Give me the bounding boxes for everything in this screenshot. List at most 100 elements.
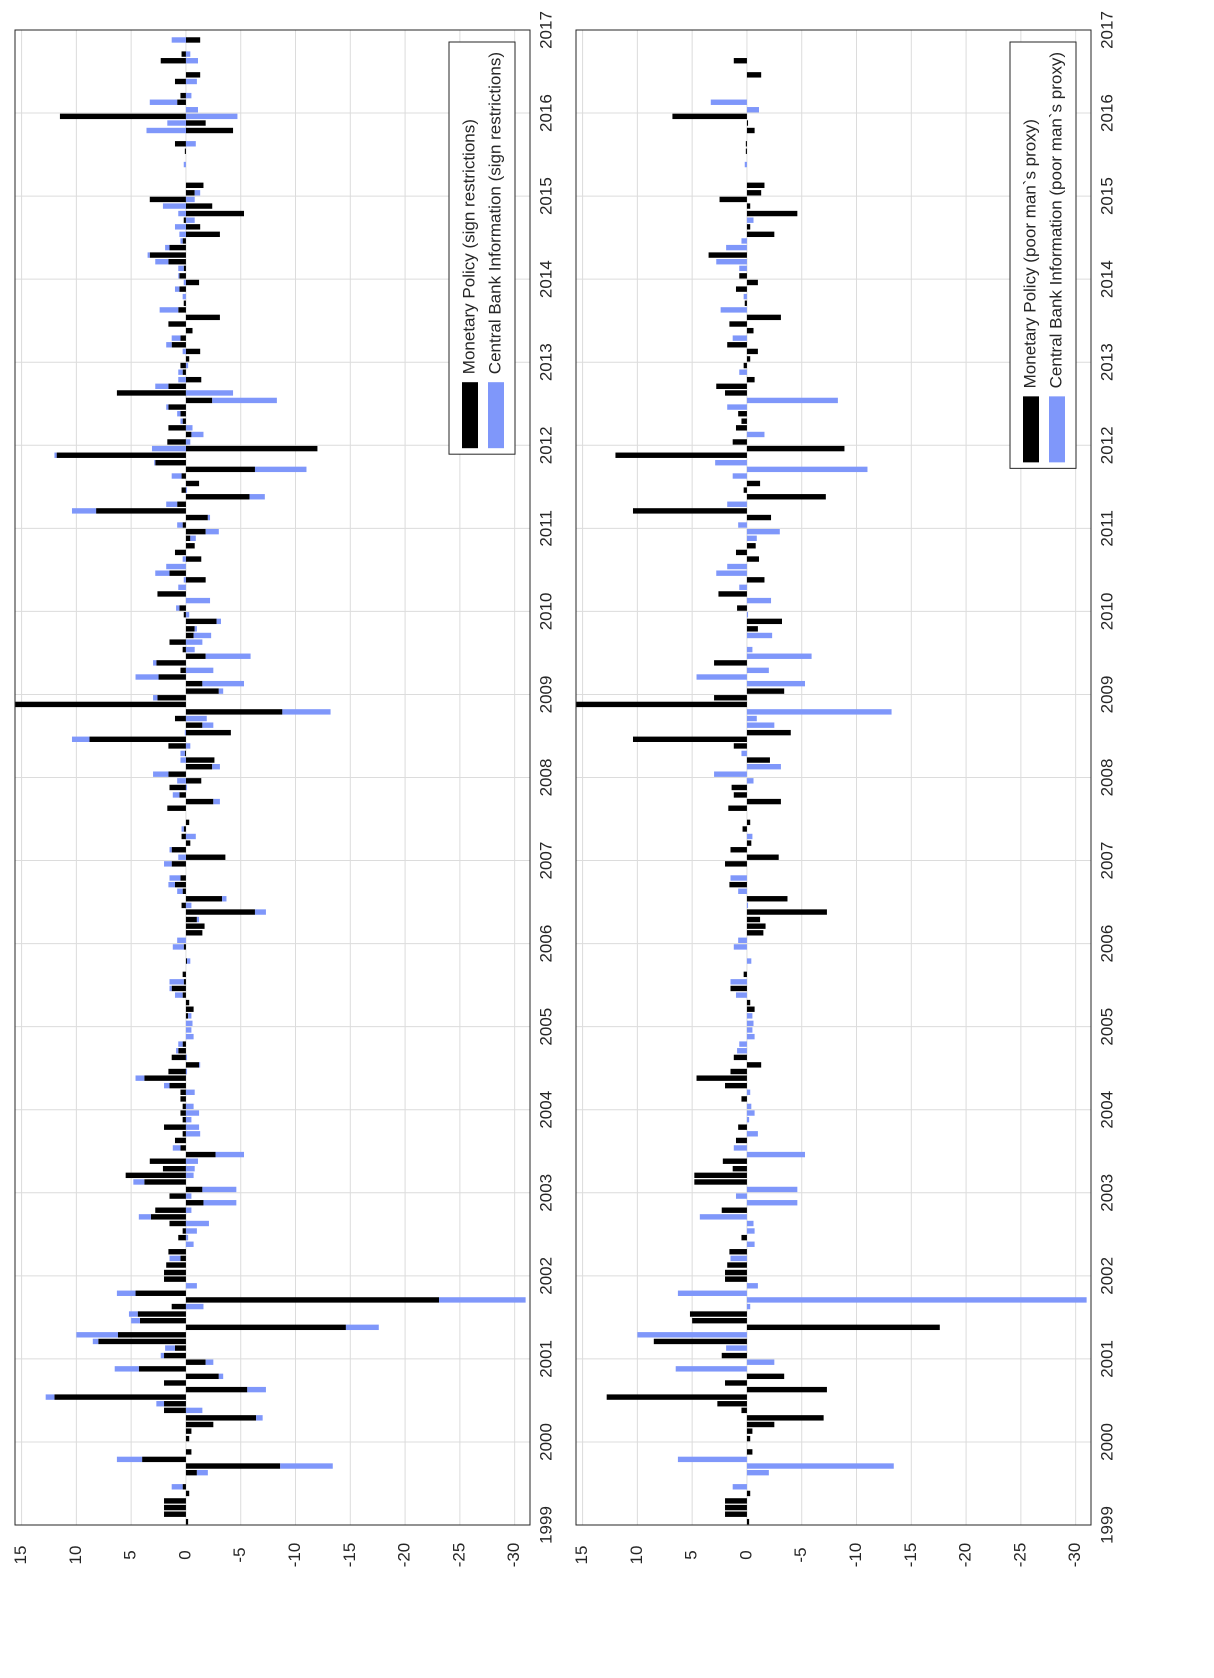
- bar: [183, 826, 186, 832]
- bar: [185, 653, 206, 659]
- bar: [746, 127, 755, 134]
- bar: [746, 688, 785, 694]
- bar: [576, 701, 747, 708]
- bar: [746, 1131, 758, 1137]
- bar: [178, 376, 186, 383]
- bar: [746, 916, 761, 923]
- bar: [746, 902, 749, 909]
- bar: [743, 487, 747, 493]
- bar: [179, 273, 186, 279]
- x-tick-label: 2013: [1097, 343, 1116, 381]
- bar: [180, 335, 186, 341]
- bar: [185, 113, 238, 120]
- bar: [180, 1110, 186, 1116]
- bar: [185, 632, 194, 639]
- bar: [746, 1200, 798, 1206]
- bar: [182, 646, 186, 653]
- bar: [746, 597, 772, 604]
- bar: [183, 944, 186, 950]
- bar: [727, 563, 747, 570]
- bar: [606, 1394, 747, 1400]
- bar: [746, 1220, 754, 1227]
- bar: [677, 1290, 747, 1296]
- bar: [746, 709, 892, 715]
- bar: [185, 535, 191, 541]
- bar: [746, 632, 773, 639]
- bar: [735, 286, 747, 292]
- bar: [732, 439, 747, 445]
- bar: [202, 1186, 237, 1193]
- bar: [746, 397, 838, 404]
- bar: [746, 1490, 751, 1497]
- bar: [174, 141, 186, 147]
- bar: [737, 1048, 747, 1054]
- bar: [696, 1075, 747, 1081]
- x-tick-label: 2000: [1097, 1423, 1116, 1461]
- bar: [183, 161, 186, 168]
- bar: [114, 1366, 139, 1372]
- y-tick-label: 5: [682, 1550, 701, 1559]
- bar: [174, 881, 186, 888]
- bar: [164, 861, 172, 867]
- bar: [153, 695, 158, 701]
- bar: [171, 335, 181, 341]
- bar: [205, 653, 251, 659]
- bar: [727, 501, 747, 507]
- bar: [54, 1394, 186, 1400]
- bar: [185, 1386, 248, 1393]
- bar: [185, 1062, 200, 1068]
- bar: [177, 501, 186, 507]
- bar: [174, 1137, 186, 1144]
- bar: [149, 252, 186, 258]
- bar: [746, 1110, 755, 1116]
- bar: [185, 37, 201, 43]
- legend-swatch: [488, 382, 504, 449]
- bar: [746, 854, 779, 860]
- bar: [746, 909, 827, 915]
- bar: [738, 888, 747, 894]
- bar: [725, 1498, 747, 1504]
- bar: [155, 460, 186, 466]
- bar: [282, 709, 331, 715]
- bar: [743, 362, 747, 369]
- bar: [185, 1421, 214, 1428]
- bar: [746, 535, 757, 541]
- bar: [746, 1324, 940, 1331]
- bar: [178, 1234, 186, 1241]
- bar: [185, 528, 206, 535]
- bar: [746, 999, 751, 1006]
- x-tick-label: 1999: [1097, 1506, 1116, 1544]
- bar: [169, 784, 186, 791]
- bar: [166, 1262, 186, 1268]
- bar: [159, 307, 179, 313]
- bar: [746, 203, 751, 209]
- x-tick-label: 2017: [1097, 11, 1116, 49]
- bar: [168, 321, 186, 327]
- bar: [185, 1469, 197, 1476]
- bar: [729, 321, 747, 327]
- bar: [738, 1124, 747, 1130]
- bar: [194, 190, 201, 196]
- bar: [733, 58, 747, 64]
- bar: [155, 570, 170, 576]
- bar: [56, 452, 186, 458]
- x-tick-label: 2009: [1097, 676, 1116, 714]
- bar: [182, 1041, 186, 1047]
- bar: [169, 1255, 181, 1262]
- bar: [222, 896, 227, 902]
- bar: [169, 875, 181, 881]
- bar: [45, 1394, 55, 1400]
- bar: [185, 757, 215, 763]
- bar: [746, 667, 769, 674]
- bar: [169, 985, 172, 992]
- bar: [169, 1220, 186, 1227]
- x-tick-label: 2015: [1097, 177, 1116, 215]
- x-tick-label: 2006: [536, 925, 555, 963]
- bar: [182, 1116, 186, 1123]
- bar: [181, 487, 186, 493]
- bar: [155, 1207, 186, 1213]
- bar: [199, 1062, 201, 1068]
- bar: [694, 1172, 747, 1179]
- bar: [168, 771, 186, 777]
